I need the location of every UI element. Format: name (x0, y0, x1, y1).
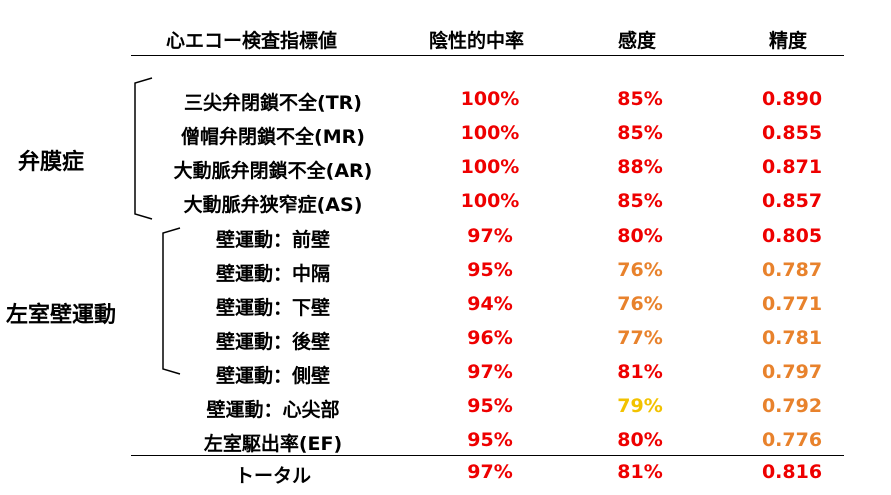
row-accuracy: 0.797 (761, 361, 823, 383)
header-sensitivity: 感度 (618, 30, 657, 52)
row-accuracy: 0.792 (761, 395, 823, 417)
row-sensitivity: 81% (617, 361, 663, 383)
row-accuracy: 0.857 (761, 190, 823, 212)
total-rule (131, 455, 844, 456)
row-npv: 96% (467, 327, 513, 349)
row-npv: 95% (467, 429, 513, 451)
row-sensitivity: 85% (617, 122, 663, 144)
row-sensitivity: 79% (617, 395, 663, 417)
header-rule (131, 55, 844, 56)
row-name: 壁運動：中隔 (215, 263, 331, 285)
row-name: 壁運動：下壁 (215, 297, 331, 319)
row-accuracy: 0.781 (761, 327, 823, 349)
row-accuracy: 0.890 (761, 88, 823, 110)
row-accuracy: 0.776 (761, 429, 823, 451)
header-npv: 陰性的中率 (429, 30, 525, 52)
row-npv: 95% (467, 259, 513, 281)
row-accuracy: 0.805 (761, 225, 823, 247)
row-npv: 100% (460, 122, 520, 144)
row-accuracy: 0.855 (761, 122, 823, 144)
row-sensitivity: 85% (617, 88, 663, 110)
row-npv: 100% (460, 156, 520, 178)
total-sensitivity: 81% (617, 461, 663, 483)
row-sensitivity: 76% (617, 293, 663, 315)
row-npv: 100% (460, 190, 520, 212)
group-label-valve: 弁膜症 (18, 150, 85, 175)
row-npv: 97% (467, 361, 513, 383)
row-npv: 100% (460, 88, 520, 110)
row-name: 壁運動：側壁 (215, 365, 331, 387)
row-npv: 97% (467, 225, 513, 247)
row-npv: 95% (467, 395, 513, 417)
wall-bracket (162, 227, 181, 375)
row-sensitivity: 80% (617, 225, 663, 247)
row-name: 大動脈弁狭窄症(AS) (183, 194, 363, 216)
total-name: トータル (234, 465, 312, 487)
header-indicator: 心エコー検査指標値 (166, 30, 338, 52)
row-name: 大動脈弁閉鎖不全(AR) (173, 160, 373, 182)
row-sensitivity: 85% (617, 190, 663, 212)
row-name: 壁運動：後壁 (215, 331, 331, 353)
row-sensitivity: 80% (617, 429, 663, 451)
row-sensitivity: 88% (617, 156, 663, 178)
row-npv: 94% (467, 293, 513, 315)
row-accuracy: 0.871 (761, 156, 823, 178)
total-accuracy: 0.816 (761, 461, 823, 483)
row-accuracy: 0.787 (761, 259, 823, 281)
row-sensitivity: 77% (617, 327, 663, 349)
row-name: 壁運動：前壁 (215, 229, 331, 251)
row-name: 三尖弁閉鎖不全(TR) (184, 92, 362, 114)
valve-bracket (134, 77, 153, 220)
row-name: 左室駆出率(EF) (203, 433, 343, 455)
total-npv: 97% (467, 461, 513, 483)
group-label-wall-motion: 左室壁運動 (6, 303, 117, 328)
header-accuracy: 精度 (769, 30, 808, 52)
row-accuracy: 0.771 (761, 293, 823, 315)
row-sensitivity: 76% (617, 259, 663, 281)
row-name: 僧帽弁閉鎖不全(MR) (181, 126, 365, 148)
row-name: 壁運動：心尖部 (206, 399, 340, 421)
